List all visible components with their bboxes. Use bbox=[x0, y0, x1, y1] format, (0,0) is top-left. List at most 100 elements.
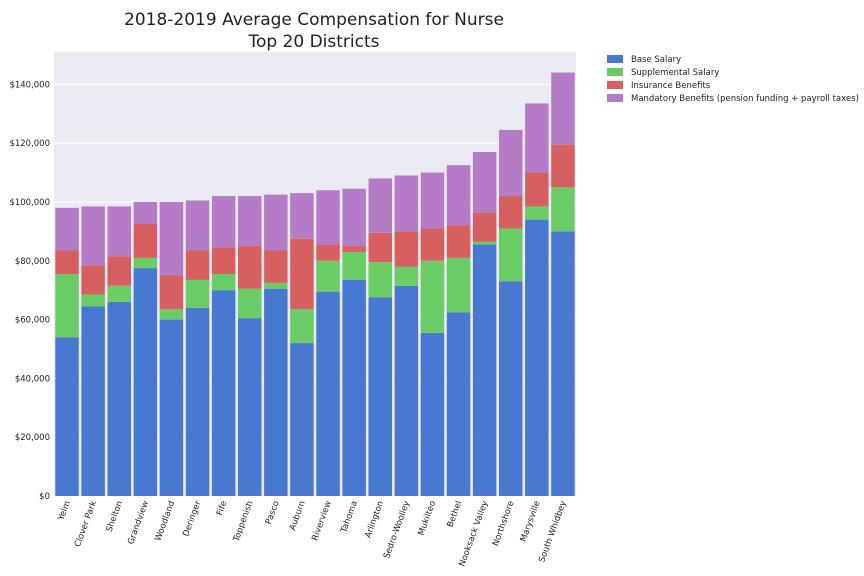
bar-segment bbox=[264, 288, 288, 496]
bar-segment bbox=[290, 343, 314, 496]
bar-segment bbox=[185, 307, 210, 496]
plot-area bbox=[54, 52, 576, 496]
bar-segment bbox=[238, 246, 262, 289]
bar-segment bbox=[211, 196, 236, 248]
bar-segment bbox=[55, 337, 79, 496]
x-axis-ticks: Yelm Clover Park Shelton Grandview Woodland D… bbox=[56, 499, 568, 568]
bar-segment bbox=[551, 72, 575, 145]
bar-segment bbox=[316, 260, 340, 292]
legend: Base Salary Supplemental Salary Insurance … bbox=[607, 55, 859, 104]
bar-segment bbox=[238, 318, 262, 496]
x-tick-label: Yelm bbox=[56, 500, 73, 523]
x-tick-label: Auburn bbox=[288, 500, 308, 532]
bar-segment bbox=[55, 207, 79, 251]
x-tick-label: Marysville bbox=[519, 500, 543, 544]
bar-segment bbox=[499, 281, 523, 496]
bar-segment bbox=[55, 274, 79, 338]
legend-label: Base Salary bbox=[631, 55, 681, 65]
x-tick-label: Northshore bbox=[491, 500, 517, 548]
legend-label: Supplemental Salary bbox=[631, 68, 719, 78]
x-tick-label: Riverview bbox=[310, 500, 334, 543]
bar-segment bbox=[81, 306, 105, 496]
bar-segment bbox=[290, 193, 314, 239]
y-tick-label: $140,000 bbox=[9, 80, 50, 90]
bar-segment bbox=[238, 288, 262, 319]
legend-label: Insurance Benefits bbox=[631, 81, 711, 91]
y-tick-label: $120,000 bbox=[9, 139, 50, 149]
x-tick-label: Arlington bbox=[363, 500, 386, 540]
bar-segment bbox=[368, 262, 392, 298]
bar-segment bbox=[420, 172, 445, 229]
x-tick-label: Fife bbox=[215, 500, 229, 517]
bar-segment bbox=[499, 196, 523, 229]
bar-segment bbox=[420, 260, 445, 333]
bar-segment bbox=[472, 151, 497, 213]
bar-segment bbox=[316, 244, 340, 261]
bar-segment bbox=[472, 244, 497, 496]
bar-segment bbox=[133, 201, 158, 225]
x-tick-label: Toppenish bbox=[231, 500, 255, 544]
x-tick-label: South Whidbey bbox=[537, 500, 568, 564]
x-tick-label: Shelton bbox=[105, 500, 125, 534]
bar-segment bbox=[211, 274, 236, 291]
bar-segment bbox=[368, 232, 392, 263]
bar-segment bbox=[394, 231, 419, 267]
bar-segment bbox=[499, 129, 523, 197]
bar-segment bbox=[446, 257, 471, 313]
bar-segment bbox=[81, 265, 105, 295]
bar-segment bbox=[81, 294, 105, 307]
legend-swatch bbox=[607, 81, 623, 89]
bar-segment bbox=[107, 256, 131, 286]
legend-label: Mandatory Benefits (pension funding + pa… bbox=[631, 94, 859, 104]
bar-segment bbox=[290, 309, 314, 344]
bar-segment bbox=[81, 206, 105, 266]
bar-segment bbox=[342, 251, 366, 280]
y-axis-ticks: $0 $20,000 $40,000 $60,000 $80,000 $100,000 $1… bbox=[9, 80, 50, 502]
bar-segment bbox=[185, 279, 210, 308]
y-tick-label: $80,000 bbox=[15, 257, 50, 267]
bar-segment bbox=[133, 224, 158, 258]
bar-segment bbox=[159, 201, 184, 276]
bar-segment bbox=[290, 238, 314, 310]
x-tick-label: Pasco bbox=[264, 500, 282, 526]
y-tick-label: $60,000 bbox=[15, 316, 50, 326]
bar-segment bbox=[551, 144, 575, 188]
bar-segment bbox=[394, 285, 419, 496]
chart-subtitle: Top 20 Districts bbox=[247, 32, 379, 52]
x-tick-label: Deringer bbox=[181, 499, 203, 538]
bar-segment bbox=[238, 196, 262, 247]
bar-segment bbox=[107, 301, 131, 496]
x-tick-label: Mukilteo bbox=[417, 500, 439, 537]
bar-segment bbox=[342, 246, 366, 252]
y-tick-label: $100,000 bbox=[9, 198, 50, 208]
x-tick-label: Bethel bbox=[446, 500, 465, 529]
bar-segment bbox=[133, 257, 158, 269]
y-tick-label: $40,000 bbox=[15, 374, 50, 384]
bar-segment bbox=[551, 231, 575, 496]
legend-swatch bbox=[607, 68, 623, 76]
bar-segment bbox=[159, 275, 184, 310]
bar-segment bbox=[368, 297, 392, 496]
bar-segment bbox=[264, 282, 288, 289]
x-tick-label: Tahoma bbox=[339, 500, 360, 535]
legend-swatch bbox=[607, 94, 623, 102]
bar-segment bbox=[211, 247, 236, 274]
bars bbox=[55, 72, 575, 496]
bar-segment bbox=[159, 309, 184, 320]
bar-segment bbox=[499, 228, 523, 282]
y-tick-label: $0 bbox=[39, 492, 50, 502]
bar-segment bbox=[316, 291, 340, 496]
legend-swatch bbox=[607, 55, 623, 63]
bar-segment bbox=[316, 190, 340, 245]
bar-segment bbox=[342, 188, 366, 247]
bar-segment bbox=[107, 285, 131, 302]
bar-segment bbox=[472, 212, 497, 242]
bar-segment bbox=[159, 319, 184, 496]
x-tick-label: Sedro-Woolley bbox=[382, 500, 412, 560]
bar-segment bbox=[394, 266, 419, 286]
bar-segment bbox=[420, 332, 445, 496]
bar-segment bbox=[107, 206, 131, 257]
y-tick-label: $20,000 bbox=[15, 433, 50, 443]
bar-segment bbox=[525, 219, 549, 496]
bar-segment bbox=[394, 175, 419, 232]
